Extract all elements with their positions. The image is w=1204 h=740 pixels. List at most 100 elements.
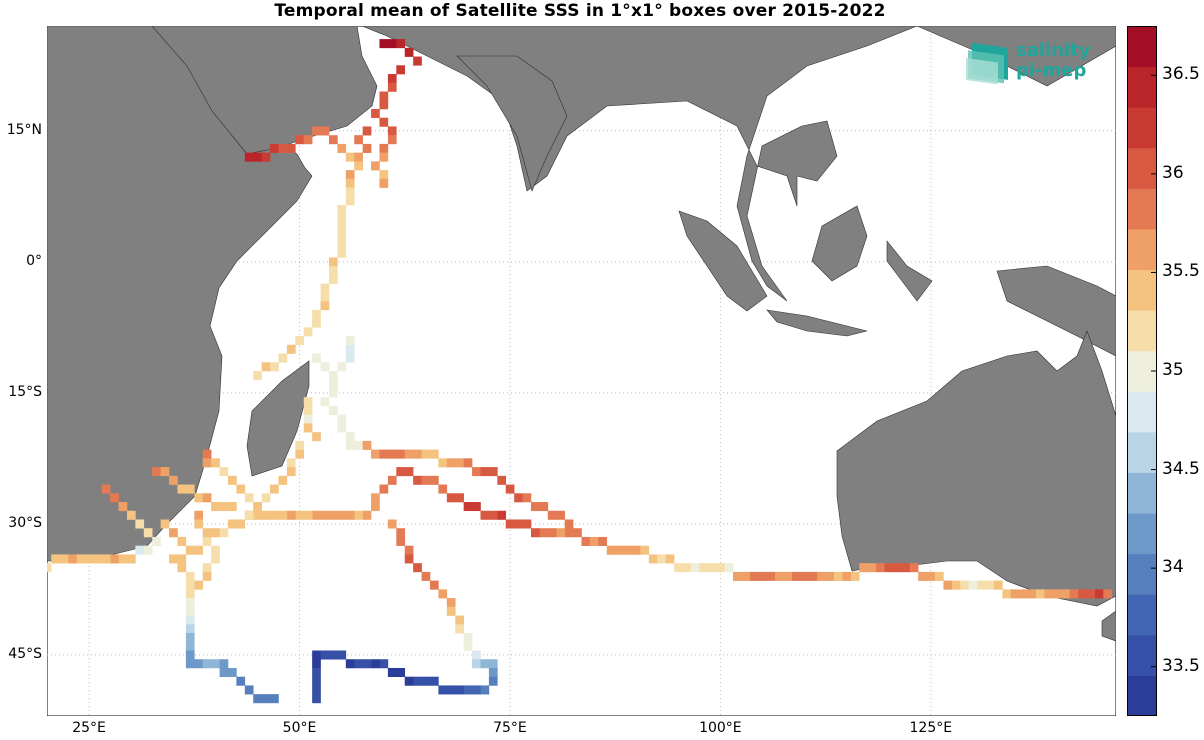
sss-cell (278, 143, 288, 153)
sss-cell (446, 458, 456, 468)
sss-cell (716, 563, 725, 573)
sss-cell (194, 510, 204, 520)
sss-cell (379, 143, 389, 153)
sss-cell (808, 571, 818, 581)
sss-cell (379, 100, 389, 110)
sss-cell (968, 580, 978, 590)
sss-cell (211, 545, 220, 555)
sss-cell (598, 536, 608, 546)
sss-cell (185, 598, 195, 608)
sss-cell (337, 510, 347, 520)
sss-cell (850, 571, 860, 581)
sss-cell (261, 510, 271, 520)
sss-cell (985, 580, 995, 590)
sss-cell (1094, 589, 1104, 599)
sss-cell (497, 475, 507, 485)
colorbar-segment (1127, 634, 1157, 676)
sss-cell (194, 545, 204, 555)
colorbar-segment (1127, 513, 1157, 555)
sss-cell (615, 545, 624, 555)
sss-cell (690, 563, 700, 573)
sss-cell (345, 353, 355, 363)
sss-cell (261, 152, 271, 162)
sss-cell (345, 432, 355, 442)
sss-cell (834, 571, 843, 581)
sss-cell (379, 39, 389, 49)
sss-cell (236, 676, 246, 686)
sss-cell (909, 563, 919, 573)
sss-cell (227, 475, 237, 485)
colorbar-segment (1127, 472, 1157, 514)
sss-cell (362, 659, 372, 669)
sss-cell (169, 554, 178, 564)
sss-cell (202, 449, 212, 459)
sss-cell (194, 580, 204, 590)
sss-cell (244, 510, 254, 520)
sss-cell (396, 667, 406, 677)
sss-cell (219, 467, 229, 477)
sss-cell (286, 143, 296, 153)
sss-cell (47, 563, 52, 573)
sss-cell (387, 519, 397, 529)
lat-tick-label: 0° (26, 252, 42, 269)
sss-cell (354, 440, 363, 450)
sss-cell (1078, 589, 1087, 599)
sss-cell (387, 135, 397, 145)
sss-cell (303, 423, 313, 433)
sss-cell (480, 659, 490, 669)
sss-cell (345, 336, 355, 346)
madagascar-land (246, 360, 310, 477)
sss-cell (312, 309, 321, 319)
colorbar-segment (1127, 269, 1157, 311)
sss-cell (303, 414, 313, 424)
sss-cell (488, 467, 498, 477)
sss-cell (312, 659, 321, 669)
sss-cell (354, 659, 363, 669)
map-plot-area (47, 26, 1116, 716)
sss-cell (657, 554, 666, 564)
sumatra-land (678, 210, 768, 312)
sss-cell (244, 685, 254, 695)
sss-cell (354, 135, 363, 145)
colorbar-segment (1127, 431, 1157, 473)
sss-cell (665, 554, 675, 564)
sss-cell (387, 667, 397, 677)
sss-cell (337, 414, 347, 424)
new-zealand-hint (1101, 610, 1116, 642)
sss-cell (345, 659, 355, 669)
sss-cell (935, 571, 944, 581)
sss-cell (1103, 589, 1113, 599)
sss-cell (337, 222, 347, 232)
sss-cell (354, 152, 363, 162)
sss-cell (84, 554, 94, 564)
sss-cell (270, 510, 279, 520)
sss-cell (749, 571, 759, 581)
sss-cell (396, 39, 406, 49)
lat-tick-label: 30°S (8, 514, 42, 531)
sss-cell (429, 580, 439, 590)
sss-cell (93, 554, 103, 564)
sss-cell (1086, 589, 1096, 599)
colorbar-tick-label: 35 (1162, 360, 1184, 380)
colorbar-tick-label: 34.5 (1162, 458, 1200, 479)
sss-cell (312, 694, 321, 704)
sss-cell (707, 563, 717, 573)
sss-cell (387, 475, 397, 485)
sss-cell (488, 659, 498, 669)
sss-cell (901, 563, 911, 573)
sss-cell (396, 536, 406, 546)
sss-cell (514, 493, 523, 503)
sss-cell (320, 510, 330, 520)
sss-cell (312, 676, 321, 686)
sss-cell (278, 475, 288, 485)
sss-cell (337, 650, 347, 660)
sss-cell (328, 388, 338, 398)
sss-cell (455, 685, 464, 695)
sss-cell (143, 528, 153, 538)
sss-cell (202, 493, 212, 503)
india-land (456, 55, 568, 192)
colorbar-segment (1127, 391, 1157, 433)
sss-cell (480, 467, 490, 477)
colorbar-segment (1127, 228, 1157, 271)
sss-cell (185, 484, 195, 494)
